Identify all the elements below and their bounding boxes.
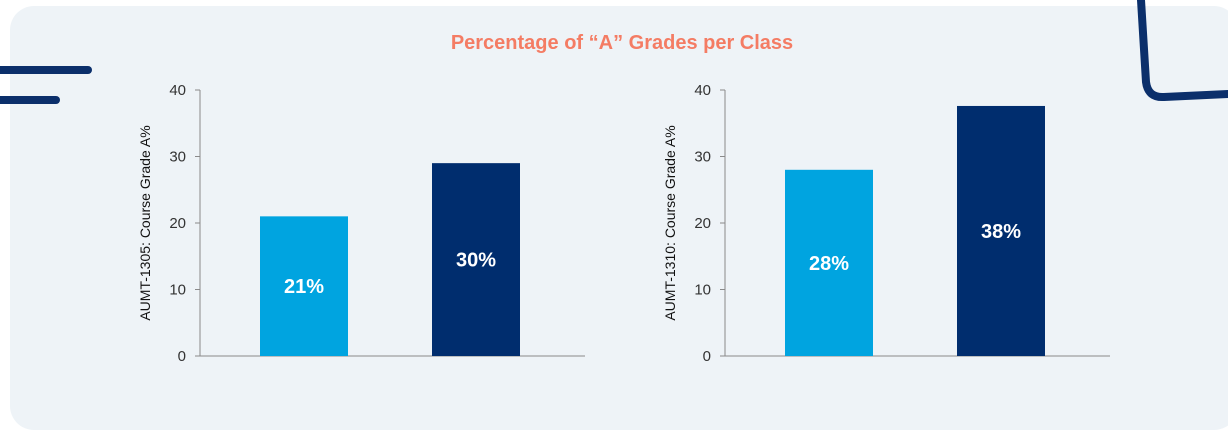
bar-value-label: 28% bbox=[809, 253, 849, 275]
bar bbox=[260, 216, 348, 356]
y-axis-label: AUMT-1310: Course Grade A% bbox=[662, 125, 678, 320]
y-tick-label: 40 bbox=[169, 82, 186, 99]
bar-chart-aumt-1305: AUMT-1305: Course Grade A% 0 10 20 30 40 21% 30… bbox=[137, 82, 585, 365]
y-tick-label: 30 bbox=[694, 149, 711, 166]
bar-chart-aumt-1310: AUMT-1310: Course Grade A% 0 10 20 30 40 28% 38… bbox=[662, 82, 1110, 365]
y-tick-label: 0 bbox=[178, 348, 186, 365]
deco-corner-bracket bbox=[1137, 0, 1228, 102]
y-axis-label: AUMT-1305: Course Grade A% bbox=[137, 125, 153, 320]
bar bbox=[785, 169, 873, 356]
y-tick-label: 30 bbox=[169, 149, 186, 166]
chart-title: Percentage of “A” Grades per Class bbox=[450, 32, 794, 54]
bar-value-label: 38% bbox=[981, 221, 1021, 243]
bar-value-label: 30% bbox=[456, 250, 496, 272]
y-tick-label: 10 bbox=[694, 282, 711, 299]
y-tick-label: 20 bbox=[169, 215, 186, 232]
y-tick-label: 0 bbox=[703, 348, 711, 365]
bar bbox=[432, 163, 520, 356]
y-tick-label: 10 bbox=[169, 282, 186, 299]
bar-value-label: 21% bbox=[284, 276, 324, 298]
y-tick-label: 40 bbox=[694, 82, 711, 99]
bar bbox=[957, 105, 1045, 357]
y-tick-label: 20 bbox=[694, 215, 711, 232]
